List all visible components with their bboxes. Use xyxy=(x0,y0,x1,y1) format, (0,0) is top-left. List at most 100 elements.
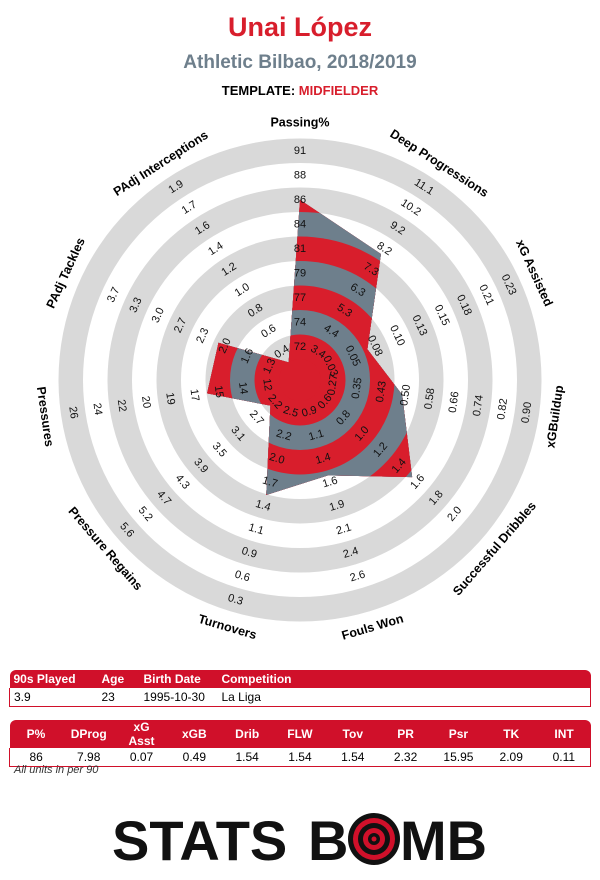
stats-header: xG Asst xyxy=(115,720,168,748)
radar-tick-label: 1.6 xyxy=(321,475,339,491)
radar-tick-label: 1.7 xyxy=(261,475,279,491)
player-name: Unai López xyxy=(227,12,372,42)
info-header: Competition xyxy=(217,670,591,688)
radar-tick-label: 74 xyxy=(294,316,306,328)
radar-core xyxy=(279,359,321,401)
stats-cell: 0.07 xyxy=(115,748,168,767)
radar-tick-label: 2.5 xyxy=(282,404,300,420)
radar-tick-label: 3.7 xyxy=(105,285,122,304)
radar-metric-label: Pressures xyxy=(34,386,56,448)
radar-tick-label: 1.6 xyxy=(239,347,256,366)
stats-cell: 86 xyxy=(9,748,63,767)
radar-tick-label: 2.2 xyxy=(275,427,293,443)
info-header: 90s Played xyxy=(9,670,98,688)
radar-tick-label: 84 xyxy=(294,218,306,230)
radar-tick-label: 2.4 xyxy=(342,545,360,561)
stats-cell: 1.54 xyxy=(326,748,380,767)
stats-cell: 15.95 xyxy=(432,748,485,767)
radar-tick-label: 0.3 xyxy=(226,592,244,608)
radar-tick-label: 14 xyxy=(236,381,250,395)
statsbomb-logo: STATS B MB xyxy=(112,808,492,872)
radar-tick-label: 0.58 xyxy=(422,387,437,410)
logo-text-b: B xyxy=(308,809,348,870)
radar-tick-label: 17 xyxy=(188,388,202,402)
radar-tick-label: 72 xyxy=(294,341,306,353)
stats-header: xGB xyxy=(167,720,221,748)
radar-metric-label: Turnovers xyxy=(197,612,259,642)
stats-cell: 0.11 xyxy=(537,748,591,767)
radar-metric-label: xGBuildup xyxy=(543,384,566,449)
stats-cell: 2.09 xyxy=(484,748,538,767)
radar-tick-label: 0.90 xyxy=(519,401,534,424)
stats-cell: 7.98 xyxy=(62,748,116,767)
stats-header: PR xyxy=(379,720,432,748)
stats-header: P% xyxy=(9,720,63,748)
radar-tick-label: 2.3 xyxy=(194,326,211,345)
radar-tick-label: 0.9 xyxy=(240,545,258,561)
stats-header: DProg xyxy=(62,720,116,748)
stats-cell: 2.32 xyxy=(379,748,432,767)
stats-header: Psr xyxy=(432,720,485,748)
radar-tick-label: 79 xyxy=(294,267,306,279)
radar-tick-label: 15 xyxy=(212,385,226,399)
logo-text-mb: MB xyxy=(400,809,487,870)
radar-tick-label: 0.82 xyxy=(495,398,510,421)
radar-tick-label: 1.1 xyxy=(247,522,265,538)
stats-header: TK xyxy=(484,720,538,748)
radar-tick-label: 2.1 xyxy=(335,522,353,538)
radar-tick-label: 2.6 xyxy=(349,569,367,585)
radar-tick-label: 1.1 xyxy=(307,427,325,443)
radar-tick-label: 81 xyxy=(294,243,306,255)
radar-tick-label: 1.3 xyxy=(261,357,278,376)
info-header: Age xyxy=(97,670,140,688)
radar-tick-label: 3.3 xyxy=(127,296,144,315)
info-cell: 1995-10-30 xyxy=(139,688,218,707)
template-label: TEMPLATE: xyxy=(221,83,296,98)
radar-tick-label: 24 xyxy=(91,402,105,416)
info-table: 90s Played Age Birth Date Competition 3.… xyxy=(9,670,591,707)
radar-tick-label: 2.0 xyxy=(268,451,286,467)
radar-tick-label: 0.6 xyxy=(233,569,251,585)
radar-tick-label: 22 xyxy=(115,399,129,413)
radar-tick-label: 1.9 xyxy=(328,498,346,514)
info-cell: La Liga xyxy=(217,688,591,707)
radar-tick-label: 0.27 xyxy=(325,373,340,396)
radar-tick-label: 0.43 xyxy=(374,380,389,403)
stats-header: Tov xyxy=(326,720,380,748)
info-header: Birth Date xyxy=(139,670,218,688)
radar-tick-label: 2.0 xyxy=(217,336,234,355)
logo-target-icon xyxy=(348,813,400,865)
units-footnote: All units in per 90 xyxy=(14,764,99,776)
info-cell: 23 xyxy=(97,688,140,707)
radar-tick-label: 86 xyxy=(294,194,306,206)
template-line: TEMPLATE: MIDFIELDER xyxy=(0,83,600,98)
radar-tick-label: 0.66 xyxy=(447,391,462,414)
radar-metric-label: Passing% xyxy=(270,116,329,130)
radar-tick-label: 20 xyxy=(139,395,153,409)
radar-tick-label: 1.4 xyxy=(254,498,272,514)
radar-tick-label: 77 xyxy=(294,292,306,304)
radar-tick-label: 0.9 xyxy=(300,404,318,420)
radar-tick-label: 1.4 xyxy=(314,451,332,467)
radar-tick-label: 88 xyxy=(294,169,306,181)
stats-cell: 1.54 xyxy=(273,748,327,767)
logo-text-left: STATS xyxy=(112,809,287,870)
radar-tick-label: 19 xyxy=(163,392,177,406)
team-season: Athletic Bilbao, 2018/2019 xyxy=(183,52,417,73)
radar-tick-label: 0.35 xyxy=(350,377,365,400)
info-cell: 3.9 xyxy=(9,688,98,707)
stats-cell: 1.54 xyxy=(220,748,274,767)
statsbomb-logo-graphic: STATS B MB xyxy=(112,809,487,872)
radar-tick-label: 0.74 xyxy=(471,394,486,417)
radar-tick-label: 3.0 xyxy=(150,306,167,325)
stats-table: P% DProg xG Asst xGB Drib FLW Tov PR Psr TK INT 86… xyxy=(9,720,591,767)
radar-tick-label: 91 xyxy=(294,145,306,157)
stats-header: Drib xyxy=(220,720,274,748)
stats-cell: 0.49 xyxy=(167,748,221,767)
radar-chart: 727477798184868891Passing%3.44.45.36.37.… xyxy=(34,116,566,643)
template-value: MIDFIELDER xyxy=(298,83,379,98)
stats-header: FLW xyxy=(273,720,327,748)
radar-tick-label: 0.50 xyxy=(398,384,413,407)
radar-tick-label: 2.7 xyxy=(172,316,189,335)
stats-header: INT xyxy=(537,720,591,748)
